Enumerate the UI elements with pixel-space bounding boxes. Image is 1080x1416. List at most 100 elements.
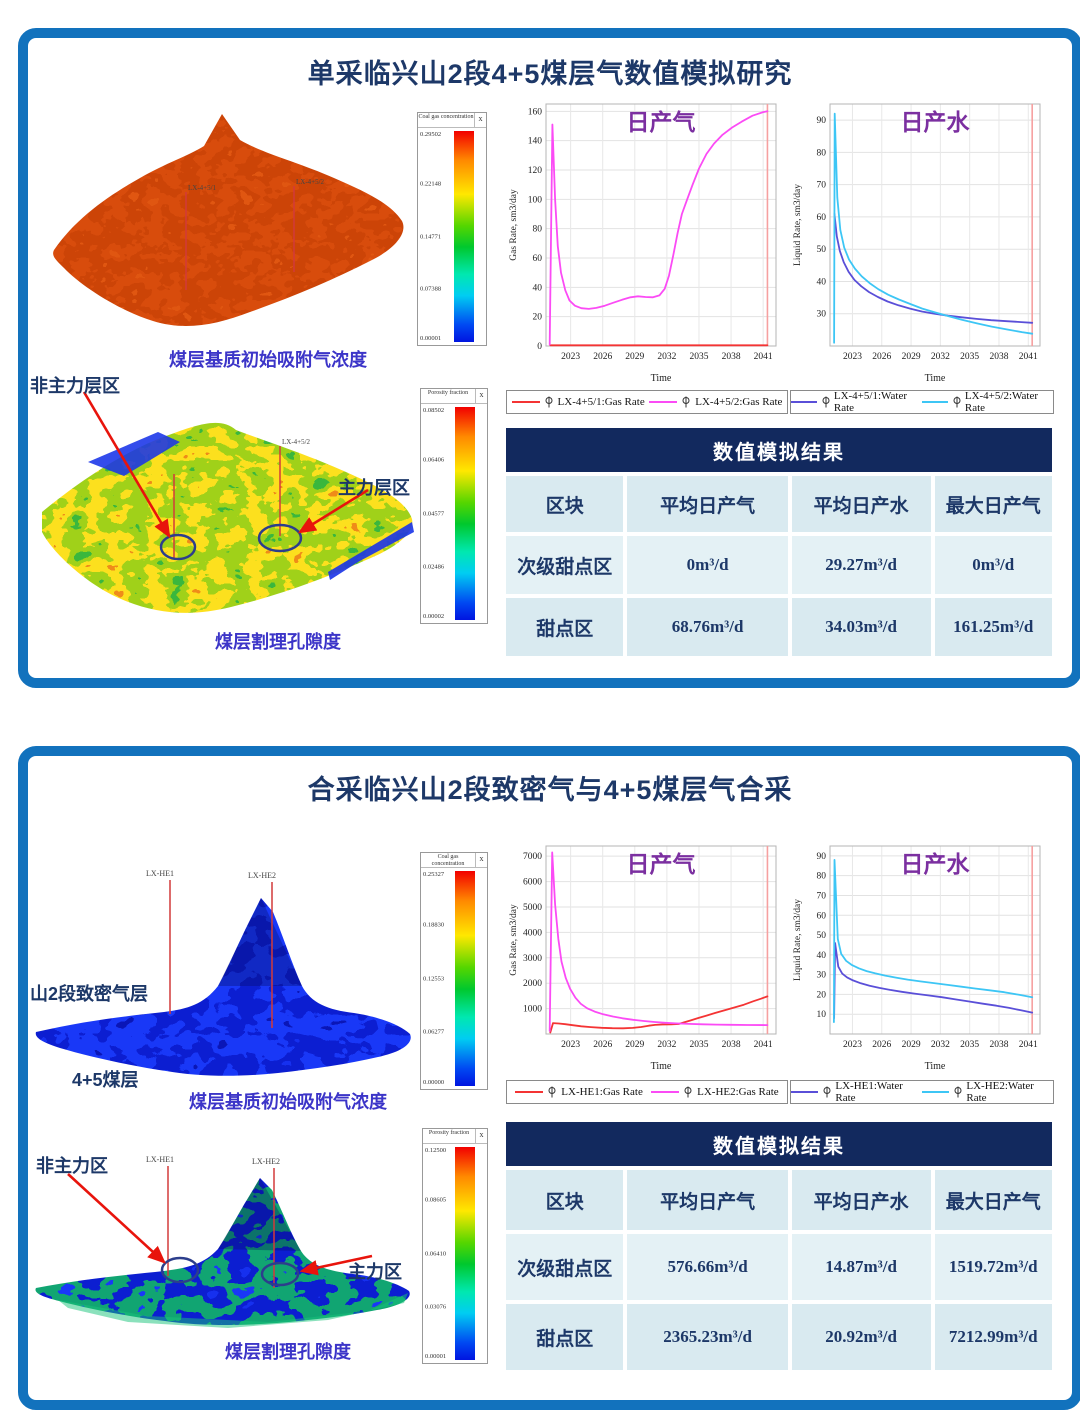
annotation-arrow [67,1173,166,1264]
series-LX-HE2:Water Rate [833,858,1034,1024]
legend-item: LX-HE2:Gas Rate [651,1086,779,1098]
table-row-header: 次级甜点区 [506,536,624,594]
x-axis-label: Time [925,373,946,384]
series-LX-HE1:Water Rate [833,942,1034,1020]
y-tick-label: 0 [537,342,542,352]
well-symbol-icon [548,1086,556,1098]
table-row-header: 次级甜点区 [506,1234,624,1300]
colorbar-tick-label: 0.02486 [423,563,445,571]
table-column-header: 平均日产气 [627,476,788,532]
colorbar-title: Porosity fraction [427,390,469,396]
colorbar-tick-label: 0.29502 [420,131,442,138]
y-tick-label: 90 [817,116,827,126]
x-tick-label: 2026 [872,352,891,362]
well-symbol-icon [954,1086,962,1098]
x-tick-label: 2029 [902,352,921,362]
terrain-patch [328,522,414,580]
colorbar-tick-label: 0.08502 [423,407,445,414]
y-tick-label: 5000 [523,903,542,913]
chart-title: 日产气 [627,851,696,877]
colorbar-tick-label: 0.00000 [423,1079,445,1086]
chart-legend-gas: LX-HE1:Gas Rate LX-HE2:Gas Rate [506,1080,788,1104]
colorbar-tick-label: 0.06277 [423,1028,445,1036]
x-tick-label: 2035 [960,1040,979,1050]
x-tick-label: 2026 [872,1040,891,1050]
close-icon[interactable]: x [475,389,487,403]
annotation-arrow [299,1254,373,1276]
chart-title: 日产水 [901,109,971,135]
label-main-zone: 主力层区 [338,478,410,498]
table-row-header: 甜点区 [506,1304,624,1370]
3d-surface-rendering: LX-4+5/2 [42,391,414,613]
y-tick-label: 6000 [523,878,542,888]
peak-shading [218,898,302,986]
table-title: 数值模拟结果 [506,428,1052,472]
y-tick-label: 50 [817,245,827,255]
well-symbol-icon [684,1086,692,1098]
terrain-patch [58,1293,408,1328]
legend-line-swatch [515,1091,544,1093]
colorbar-title: Coal gas concentration [418,114,474,120]
colorbar-tick-label: 0.14771 [420,233,442,240]
legend-label: LX-4+5/2:Gas Rate [695,396,783,408]
close-icon[interactable]: x [475,1129,487,1143]
table-cell: 576.66m³/d [627,1234,788,1300]
annotation-circle [257,523,303,553]
x-tick-label: 2032 [931,352,950,362]
terrain-surface [35,898,411,1076]
y-tick-label: 30 [817,971,827,981]
y-tick-label: 4000 [523,928,542,938]
3d-surface-rendering: LX-HE1 LX-HE2 [35,869,411,1076]
x-tick-label: 2038 [989,352,1008,362]
x-tick-label: 2026 [593,352,612,362]
well-label: LX-HE2 [248,871,276,880]
y-tick-label: 40 [533,283,543,293]
legend-item: LX-HE1:Gas Rate [515,1086,643,1098]
close-icon[interactable]: x [475,853,487,867]
annotation-circle [159,533,197,561]
chart-title: 日产水 [901,851,971,877]
table-column-header: 区块 [506,476,624,532]
table-column-header: 最大日产气 [934,1170,1052,1230]
colorbar-tick-label: 0.00001 [425,1353,447,1360]
well-label: LX-HE1 [146,1155,174,1164]
y-tick-label: 120 [528,166,543,176]
well-label: LX-HE2 [252,1157,280,1166]
y-axis-label: Gas Rate, sm3/day [509,904,519,976]
y-tick-label: 80 [817,872,827,882]
line-chart: 1000 2000 3000 4000 5000 6000 7000 2023 2026 2029… [506,840,788,1076]
legend-item: LX-4+5/2:Gas Rate [649,396,782,408]
colorbar-tick-label: 0.08605 [425,1196,447,1204]
legend-line-swatch [791,401,817,403]
close-icon[interactable]: x [474,113,486,127]
table-row-header: 甜点区 [506,598,624,656]
legend-item: LX-HE2:Water Rate [922,1080,1053,1104]
y-tick-label: 100 [528,195,543,205]
y-tick-label: 3000 [523,954,542,964]
y-tick-label: 60 [817,911,827,921]
y-tick-label: 60 [533,254,543,264]
3d-surface-rendering: LX-HE1 LX-HE2 [35,1155,410,1328]
simulation-results-table: 数值模拟结果 区块 平均日产气 平均日产水 最大日产气 次级甜点区 0m³/d 29.27m³… [506,428,1052,656]
y-tick-label: 140 [528,137,543,147]
chart-daily-gas: 1000 2000 3000 4000 5000 6000 7000 2023 2026 2029… [506,840,788,1076]
annotation-arrow [297,488,369,534]
y-axis-label: Liquid Rate, sm3/day [793,899,803,981]
colorbar-tick-label: 0.25327 [423,871,445,878]
y-tick-label: 70 [817,181,827,191]
table-column-header: 最大日产气 [934,476,1052,532]
legend-label: LX-4+5/1:Gas Rate [557,396,645,408]
colorbar-porosity: Porosity fraction x 0.12500 0.08605 0.06410 0… [422,1128,488,1364]
terrain-surface [35,1178,410,1326]
y-tick-label: 10 [817,1010,827,1020]
legend-label: LX-HE1:Water Rate [835,1080,903,1104]
legend-item: LX-HE1:Water Rate [791,1080,922,1104]
x-tick-label: 2032 [931,1040,950,1050]
label-tight-gas-layer: 山2段致密气层 [30,984,149,1004]
table-cell: 2365.23m³/d [627,1304,788,1370]
well-symbol-icon [953,396,961,408]
legend-item: LX-4+5/1:Gas Rate [511,396,645,408]
simulation-results-table: 数值模拟结果 区块 平均日产气 平均日产水 最大日产气 次级甜点区 576.66m³/d 14… [506,1122,1052,1370]
well-label: LX-4+5/1 [188,184,217,192]
